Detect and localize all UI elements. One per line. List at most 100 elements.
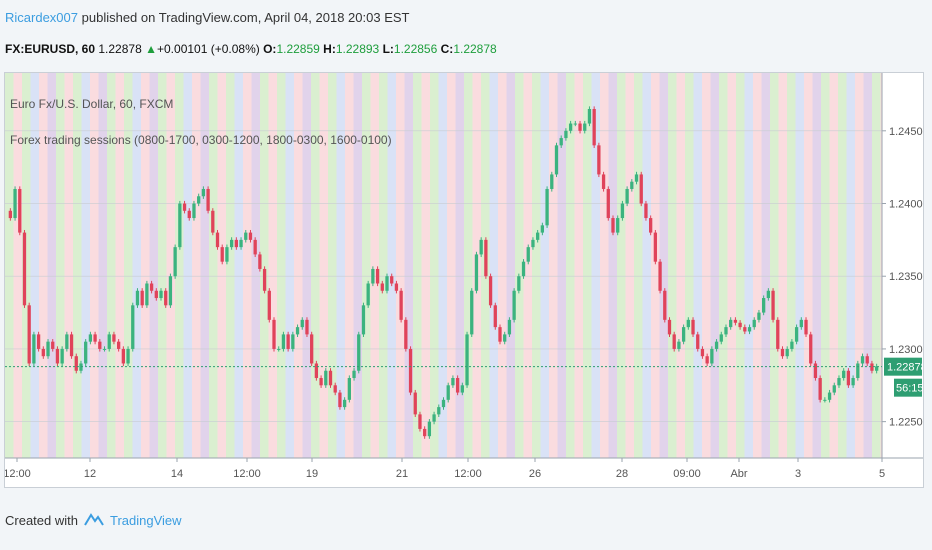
candle-body <box>347 378 351 400</box>
x-tick-label: 12:00 <box>233 468 261 480</box>
candle-body <box>366 283 370 306</box>
candle-body <box>470 290 474 335</box>
candle-body <box>762 298 766 313</box>
x-tick-label: 21 <box>396 468 408 480</box>
publication-line: Ricardex007 published on TradingView.com… <box>5 10 410 25</box>
x-tick-label: 14 <box>171 468 183 480</box>
session-band <box>47 73 56 458</box>
candle-body <box>568 123 573 131</box>
session-band <box>787 73 796 458</box>
candle-body <box>182 203 187 211</box>
x-tick-label: 12:00 <box>454 468 482 480</box>
candle-body <box>22 232 27 306</box>
candle-body <box>79 363 83 371</box>
chart-panel[interactable]: 1.22500 1.23000 1.23500 1.24000 1.24500 1.228… <box>4 72 924 488</box>
y-tick-label: 1.22500 <box>889 417 923 429</box>
session-band <box>404 73 413 458</box>
candle-body <box>375 268 380 284</box>
candle-body <box>413 392 417 415</box>
session-band <box>804 73 813 458</box>
session-band <box>285 73 294 458</box>
session-band <box>107 73 116 458</box>
candle-body <box>592 108 596 146</box>
candle-body <box>503 334 507 342</box>
session-band <box>676 73 685 458</box>
candle-body <box>277 348 281 350</box>
candle-body <box>352 370 356 379</box>
session-band <box>447 73 456 458</box>
candle-body <box>272 319 276 349</box>
session-band <box>838 73 847 458</box>
candle-body <box>634 174 639 182</box>
candle-body <box>267 290 271 320</box>
candle-body <box>357 334 361 371</box>
candle-body <box>116 341 121 349</box>
session-band <box>98 73 107 458</box>
x-tick-label: 12 <box>84 468 96 480</box>
candle-body <box>827 392 832 400</box>
session-band <box>430 73 439 458</box>
up-arrow-icon: ▲ <box>145 42 157 56</box>
session-band <box>668 73 677 458</box>
candle-body <box>135 290 140 306</box>
candle-body <box>27 305 31 364</box>
candle-body <box>545 188 549 226</box>
candle-body <box>667 319 672 335</box>
session-band <box>880 73 882 458</box>
session-band <box>770 73 779 458</box>
candle-body <box>18 188 22 233</box>
y-tick-label: 1.24000 <box>889 199 923 211</box>
session-band <box>387 73 396 458</box>
candle-body <box>809 334 813 364</box>
candle-body <box>319 378 323 386</box>
session-band <box>396 73 405 458</box>
session-band <box>489 73 498 458</box>
open-value: 1.22859 <box>276 42 320 56</box>
candle-body <box>145 283 149 306</box>
candle-body <box>451 378 455 386</box>
candle-body <box>399 290 403 320</box>
session-band <box>421 73 430 458</box>
session-band <box>260 73 269 458</box>
session-band <box>753 73 762 458</box>
candle-body <box>159 290 163 299</box>
close-value: 1.22878 <box>453 42 497 56</box>
countdown-label: 56:15 <box>896 383 923 395</box>
session-band <box>251 73 260 458</box>
session-band <box>166 73 175 458</box>
candle-body <box>865 356 869 364</box>
session-band <box>158 73 167 458</box>
session-band <box>846 73 855 458</box>
x-tick-label: 19 <box>306 468 318 480</box>
session-band <box>379 73 388 458</box>
candle-body <box>41 348 45 357</box>
tradingview-link[interactable]: TradingView <box>109 512 182 528</box>
session-band <box>778 73 787 458</box>
session-band <box>659 73 668 458</box>
session-band <box>855 73 864 458</box>
session-band <box>549 73 558 458</box>
candle-body <box>724 327 728 335</box>
session-band <box>132 73 141 458</box>
session-band <box>413 73 422 458</box>
session-band <box>22 73 31 458</box>
candle-body <box>286 334 290 349</box>
session-band <box>795 73 804 458</box>
candle-body <box>225 247 229 262</box>
close-key: C: <box>440 42 454 56</box>
price-chart[interactable]: 1.22500 1.23000 1.23500 1.24000 1.24500 1.228… <box>5 73 923 487</box>
candle-body <box>423 428 427 437</box>
candle-body <box>418 414 422 429</box>
candle-body <box>197 196 201 204</box>
session-band <box>64 73 73 458</box>
candle-body <box>8 210 13 219</box>
candle-body <box>521 261 526 277</box>
session-band <box>336 73 345 458</box>
candle-body <box>291 334 295 349</box>
candle-body <box>408 348 413 393</box>
author-link[interactable]: Ricardex007 <box>5 10 78 25</box>
candle-body <box>625 188 629 204</box>
candle-body <box>455 378 460 393</box>
last-price-badge <box>884 357 922 376</box>
session-band <box>506 73 515 458</box>
